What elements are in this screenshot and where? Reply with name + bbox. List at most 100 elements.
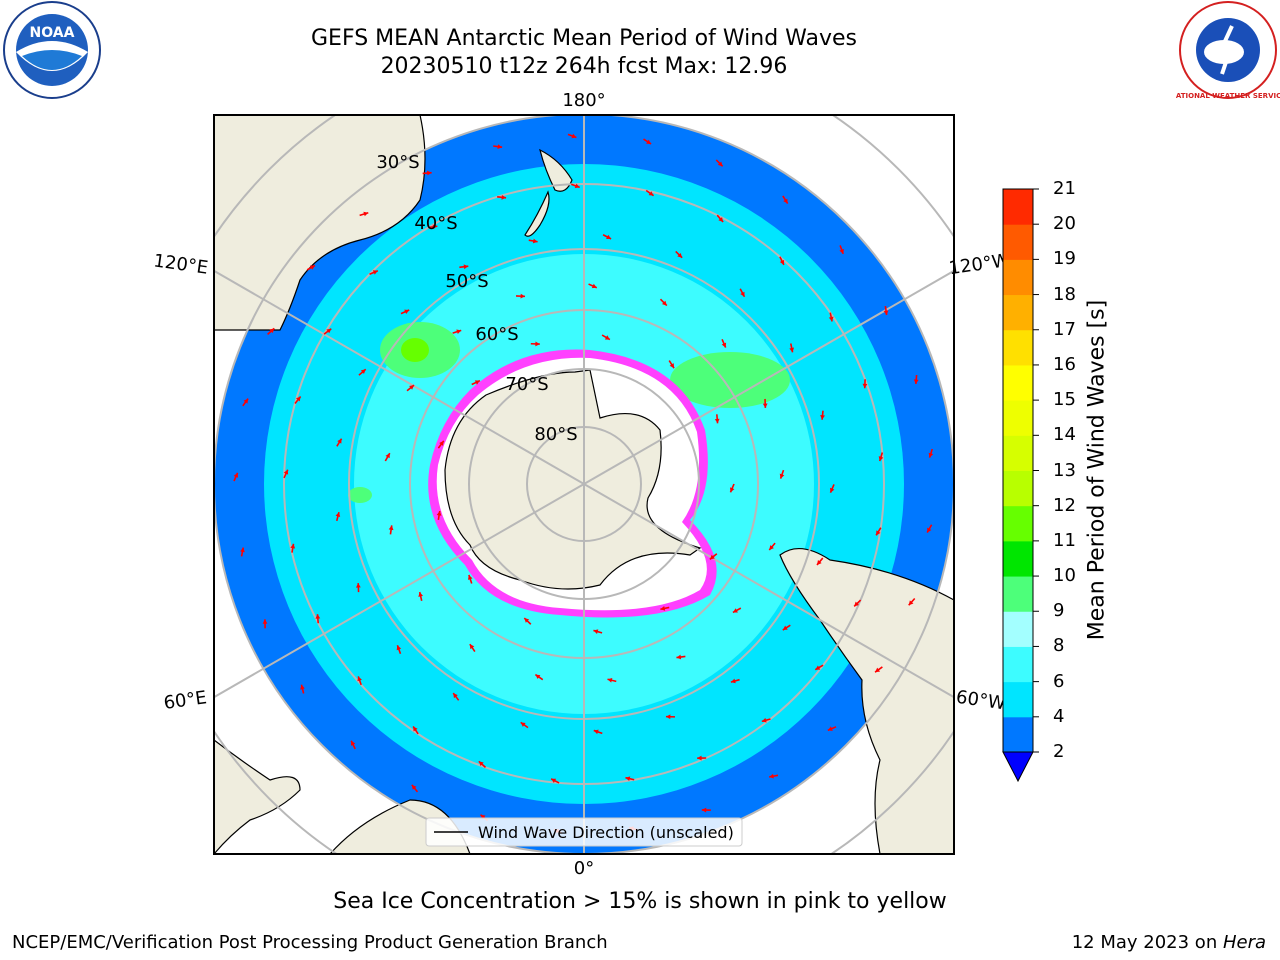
wave-direction-arrowhead	[385, 453, 390, 459]
colorbar-segment	[1003, 646, 1033, 683]
wave-direction-arrowhead	[418, 592, 424, 597]
wave-direction-arrowhead	[535, 341, 540, 347]
colorbar-segment	[1003, 716, 1033, 753]
nws-logo-icon: NATIONAL WEATHER SERVICE	[1176, 1, 1280, 100]
wave-direction-arrowhead	[697, 755, 702, 761]
wave-period-patch	[348, 487, 372, 503]
wave-direction-arrowhead	[769, 545, 774, 550]
wave-direction-arrowhead	[469, 644, 475, 650]
wave-direction-arrowhead	[782, 625, 788, 631]
wave-direction-arrowhead	[456, 329, 462, 335]
wave-direction-arrowhead	[574, 183, 580, 189]
wave-direction-arrowhead	[913, 379, 919, 384]
colorbar-segment	[1003, 329, 1033, 366]
wave-direction-arrowhead	[665, 714, 671, 720]
colorbar-tick-label: 4	[1053, 705, 1065, 727]
wave-direction-arrowhead	[501, 194, 507, 200]
colorbar-tick-label: 11	[1053, 529, 1076, 551]
colorbar-segment	[1003, 470, 1033, 507]
wave-direction-arrowhead	[411, 784, 417, 790]
colorbar-tick-label: 18	[1053, 283, 1076, 305]
wave-direction-arrowhead	[357, 676, 362, 682]
colorbar-tick-label: 15	[1053, 389, 1076, 411]
wave-direction-arrowhead	[262, 619, 268, 624]
colorbar-tick-label: 10	[1053, 565, 1076, 587]
wave-direction-arrowhead	[453, 693, 458, 699]
wave-direction-arrowhead	[337, 438, 342, 444]
wave-direction-arrowhead	[714, 418, 720, 424]
sea-ice-caption: Sea Ice Concentration > 15% is shown in …	[333, 889, 947, 914]
lon-label-60w: 60°W	[955, 687, 1007, 715]
wave-direction-arrowhead	[779, 259, 785, 265]
wave-direction-arrowhead	[721, 342, 727, 348]
footer-date: 12 May 2023 on Hera	[1072, 932, 1266, 953]
lon-label-120e: 120°E	[152, 250, 209, 278]
colorbar-segment	[1003, 294, 1033, 331]
wave-direction-arrowhead	[591, 283, 597, 289]
wave-direction-arrowhead	[474, 380, 480, 385]
colorbar-segment	[1003, 681, 1033, 718]
wave-direction-arrowhead	[769, 773, 774, 779]
colorbar-segment	[1003, 611, 1033, 647]
colorbar-tick-label: 17	[1053, 318, 1076, 340]
wave-direction-arrowhead	[762, 403, 768, 408]
wave-direction-arrowhead	[335, 512, 341, 517]
colorbar-tick-label: 2	[1053, 741, 1065, 762]
new-zealand-land	[524, 148, 573, 237]
colorbar-tick-label: 12	[1053, 494, 1076, 516]
map-frame	[213, 114, 955, 855]
wave-direction-arrowhead	[571, 133, 577, 139]
wave-direction-arrowhead	[520, 722, 526, 727]
colorbar-segment	[1003, 576, 1033, 612]
wave-direction-arrowhead	[701, 807, 707, 813]
wave-direction-arrowhead	[783, 198, 788, 204]
colorbar-frame	[1002, 188, 1034, 753]
wave-direction-arrowhead	[480, 814, 486, 820]
wave-direction-arrowhead	[648, 191, 654, 196]
wave-direction-arrowhead	[290, 543, 296, 549]
wave-direction-arrowhead	[413, 726, 418, 732]
colorbar-tick-label: 13	[1053, 459, 1076, 481]
lat-label: 40°S	[414, 213, 457, 234]
wave-direction-arrowhead	[388, 525, 394, 531]
wave-direction-arrowhead	[827, 726, 833, 731]
wave-direction-arrowhead	[532, 238, 538, 244]
wave-direction-arrowhead	[839, 248, 844, 254]
wave-direction-arrowhead	[676, 654, 682, 660]
wave-direction-arrowhead	[607, 677, 613, 683]
australia-land	[214, 115, 426, 331]
lon-label-0: 0°	[574, 858, 594, 879]
wave-direction-arrowhead	[709, 554, 715, 560]
wave-direction-arrowhead	[551, 778, 557, 783]
lat-label: 60°S	[475, 324, 518, 345]
wave-direction-arrowhead	[662, 300, 667, 306]
wind-wave-arrows	[233, 133, 934, 835]
colorbar-segment	[1003, 400, 1033, 436]
wave-direction-arrowhead	[315, 614, 321, 619]
wave-direction-arrowhead	[740, 291, 745, 297]
colorbar-segment	[1003, 540, 1033, 577]
lon-label-60e: 60°E	[162, 687, 208, 714]
wave-direction-arrowhead	[463, 264, 469, 270]
wave-direction-arrowhead	[730, 678, 736, 684]
colorbar-segment	[1003, 189, 1033, 225]
wave-direction-arrowhead	[875, 667, 881, 673]
footer-host: Hera	[1222, 932, 1266, 953]
wave-direction-arrowhead	[295, 396, 301, 402]
wave-direction-arrowhead	[409, 385, 415, 390]
wave-direction-arrowhead	[283, 469, 289, 475]
wave-direction-arrowhead	[300, 684, 305, 690]
wave-direction-arrowhead	[876, 530, 881, 536]
wave-direction-arrowhead	[436, 511, 442, 516]
wave-direction-arrowhead	[862, 383, 868, 389]
wave-direction-arrowhead	[779, 473, 785, 479]
wave-direction-arrowhead	[432, 224, 438, 230]
wave-direction-arrowhead	[497, 144, 503, 149]
colorbar-tick-label: 8	[1053, 635, 1065, 657]
wave-direction-arrowhead	[729, 487, 735, 493]
wave-direction-arrowhead	[761, 717, 767, 723]
wave-direction-arrowhead	[625, 776, 631, 782]
footer-credit: NCEP/EMC/Verification Post Processing Pr…	[12, 932, 608, 953]
colorbar-segment	[1003, 435, 1033, 471]
wave-direction-arrowhead	[606, 234, 612, 239]
